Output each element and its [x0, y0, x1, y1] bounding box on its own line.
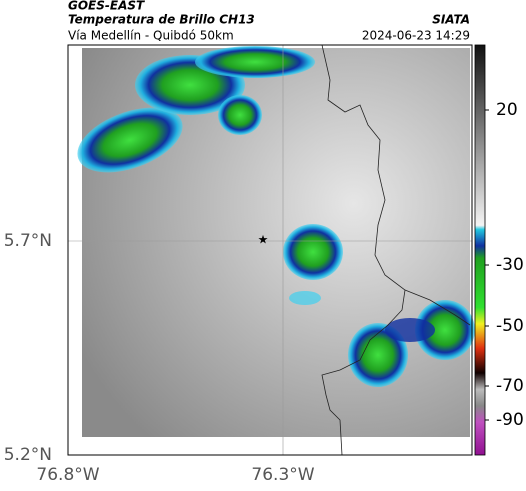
city-marker: ★ [258, 233, 269, 247]
product: Temperatura de Brillo CH13 [68, 13, 255, 27]
map-frame [67, 44, 473, 456]
colorbar-tick-label: -70 [496, 376, 524, 396]
region: Vía Medellín - Quibdó 50km [68, 29, 234, 43]
brightness-field [82, 48, 470, 437]
colorbar-tick-label: -90 [496, 410, 524, 430]
source: SIATA [432, 13, 470, 27]
colorbar-tick-label: -30 [496, 255, 524, 275]
satellite: GOES-EAST [68, 0, 145, 13]
lat-label: 5.2°N [4, 445, 52, 465]
borders [321, 44, 471, 456]
colorbar-tick-label: 20 [496, 100, 518, 120]
colorbar-ticks: 20 -30 -50 -70 -90 [485, 100, 524, 430]
cloud-cells [77, 46, 475, 387]
lon-label: 76.3°W [251, 465, 314, 485]
timestamp: 2024-06-23 14:29 [362, 29, 470, 43]
colorbar-tick-label: -50 [496, 316, 524, 336]
colorbar [474, 44, 486, 456]
lat-label: 5.7°N [4, 231, 52, 251]
lon-label: 76.8°W [36, 465, 99, 485]
